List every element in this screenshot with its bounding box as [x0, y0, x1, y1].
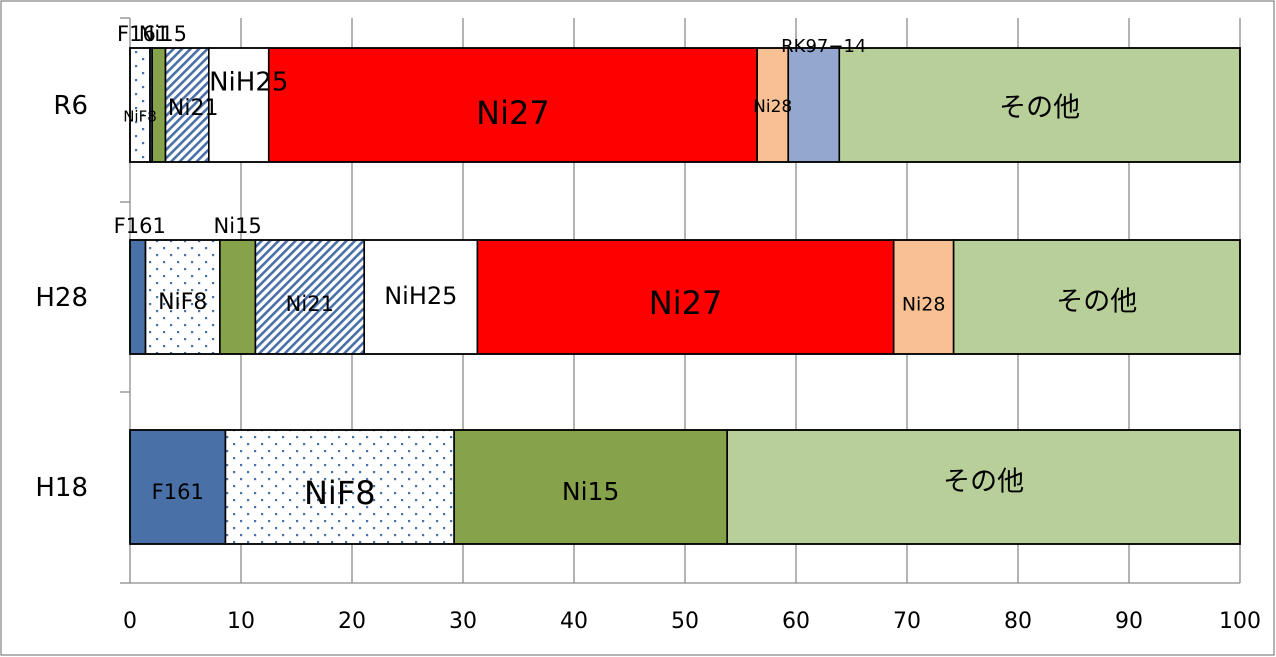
segment-label-H18-1: NiF8	[304, 474, 376, 512]
bar-R6-segment-2	[151, 47, 167, 163]
bar-H28-segment-1	[144, 239, 221, 355]
bar-outline-R6	[129, 47, 1241, 163]
bar-H28-segment-5	[476, 239, 895, 355]
category-label-H28: H28	[35, 283, 88, 313]
bar-H28-segment-3	[254, 239, 366, 355]
axes: 0 10 20 30 40 50 60 70 80 90 100	[120, 17, 1261, 634]
bar-H28-segment-0	[129, 239, 147, 355]
segment-label-H18-2: Ni15	[562, 477, 619, 506]
segment-label-R6-0: NiF8	[123, 108, 157, 126]
x-tick-label-30: 30	[449, 609, 477, 634]
bar-H28-segment-7	[952, 239, 1241, 355]
segment-label-H28-2: Ni15	[214, 214, 262, 238]
segment-label-R6-1: F161	[117, 22, 169, 46]
segment-label-H18-3: その他	[943, 467, 1024, 498]
segment-label-R6-5: Ni27	[476, 94, 550, 132]
x-tick-label-50: 50	[671, 609, 699, 634]
bar-R6-segment-7	[787, 47, 841, 163]
x-tick-label-10: 10	[227, 609, 255, 634]
segment-label-H28-5: Ni27	[649, 284, 723, 322]
bar-H28-segment-2	[219, 239, 257, 355]
x-tick-label-80: 80	[1004, 609, 1032, 634]
segment-label-R6-4: NiH25	[209, 68, 288, 98]
category-label-R6: R6	[53, 91, 88, 121]
bar-H18-segment-1	[224, 429, 455, 545]
bar-H28-segment-4	[363, 239, 479, 355]
bar-H28-segment-6	[892, 239, 955, 355]
segment-label-H28-6: Ni28	[902, 294, 946, 316]
segment-label-H28-0: F161	[114, 214, 166, 238]
x-tick-label-90: 90	[1115, 609, 1143, 634]
segment-label-R6-8: その他	[999, 93, 1080, 124]
x-tick-label-20: 20	[338, 609, 366, 634]
bar-R6-segment-6	[756, 47, 790, 163]
segment-label-H28-7: その他	[1056, 287, 1137, 318]
segment-label-R6-7: RK97−14	[781, 36, 866, 57]
segment-label-H18-0: F161	[152, 480, 204, 504]
segment-label-H28-4: NiH25	[384, 282, 457, 310]
segment-label-H28-3: Ni21	[286, 292, 334, 316]
bar-H18-segment-3	[726, 429, 1241, 545]
category-label-H18: H18	[35, 473, 88, 503]
x-tick-label-60: 60	[782, 609, 810, 634]
segment-label-R6-3: Ni21	[168, 96, 219, 121]
bar-outline-H28	[129, 239, 1241, 355]
bar-R6-segment-0	[129, 47, 151, 163]
x-tick-label-40: 40	[560, 609, 588, 634]
bar-R6-segment-8	[838, 47, 1241, 163]
x-tick-label-70: 70	[893, 609, 921, 634]
bars	[129, 47, 1241, 545]
x-tick-label-0: 0	[123, 609, 137, 634]
bar-R6-segment-5	[267, 47, 758, 163]
segment-label-H28-1: NiF8	[158, 290, 207, 315]
x-tick-label-100: 100	[1219, 609, 1261, 634]
segment-label-R6-2: Ni15	[139, 22, 187, 46]
segment-label-R6-6: Ni28	[753, 97, 792, 117]
bar-outline-H18	[129, 429, 1241, 545]
